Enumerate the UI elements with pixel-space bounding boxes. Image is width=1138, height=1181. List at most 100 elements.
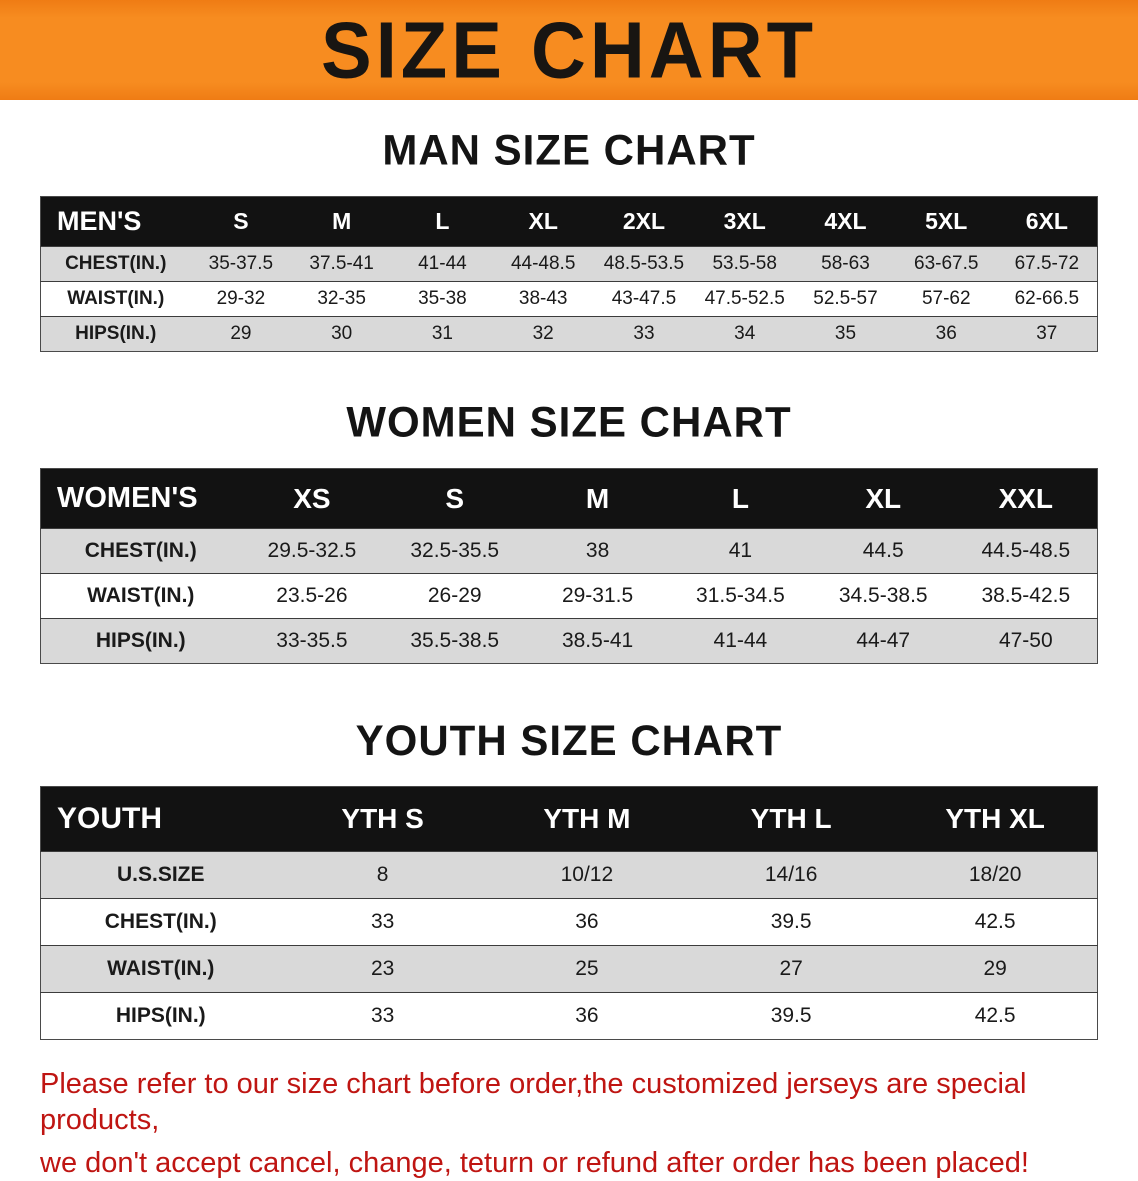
row-label: HIPS(IN.) bbox=[115, 1004, 206, 1027]
size-value: 10/12 bbox=[560, 863, 614, 886]
size-value: 53.5-58 bbox=[712, 253, 777, 274]
women-size-section: WOMEN SIZE CHART WOMEN'S XS S M L XL XXL CHEST(… bbox=[0, 352, 1138, 664]
size-value: 41-44 bbox=[418, 253, 467, 274]
table-row: WAIST(IN.) 29-32 32-35 35-38 38-43 43-47.5 47.… bbox=[40, 281, 1098, 317]
table-header-row: MEN'S S M L XL 2XL 3XL 4XL 5XL 6XL bbox=[40, 196, 1098, 247]
size-value: 35-38 bbox=[418, 288, 467, 309]
size-value: 39.5 bbox=[770, 1004, 812, 1027]
size-value: 62-66.5 bbox=[1014, 288, 1080, 309]
size-value: 39.5 bbox=[770, 910, 812, 933]
size-column-header: XXL bbox=[954, 468, 1098, 529]
size-value: 41 bbox=[728, 539, 753, 562]
size-value: 38 bbox=[585, 539, 610, 562]
women-section-heading: WOMEN SIZE CHART bbox=[346, 397, 792, 446]
size-value: 27 bbox=[779, 957, 803, 980]
size-value: 32.5-35.5 bbox=[410, 539, 500, 562]
row-label: WAIST(IN.) bbox=[107, 957, 215, 980]
disclaimer: Please refer to our size chart before or… bbox=[40, 1066, 1100, 1181]
youth-section-heading: YOUTH SIZE CHART bbox=[355, 716, 783, 764]
size-value: 18/20 bbox=[968, 863, 1022, 886]
size-value: 44-47 bbox=[856, 629, 911, 652]
size-column-header: YTH XL bbox=[893, 786, 1098, 852]
size-value: 36 bbox=[575, 1004, 599, 1027]
size-value: 29 bbox=[230, 323, 252, 344]
size-value: 31.5-34.5 bbox=[696, 584, 785, 607]
size-value: 57-62 bbox=[921, 288, 971, 309]
size-column-header: 5XL bbox=[895, 196, 997, 247]
size-value: 29 bbox=[983, 957, 1007, 980]
size-value: 8 bbox=[376, 863, 389, 886]
disclaimer-line-2: we don't accept cancel, change, teturn o… bbox=[40, 1146, 1029, 1179]
row-label: WAIST(IN.) bbox=[87, 584, 195, 607]
table-corner-label: MEN'S bbox=[40, 196, 191, 247]
size-value: 36 bbox=[935, 323, 957, 344]
size-value: 23 bbox=[370, 957, 395, 980]
size-value: 23.5-26 bbox=[276, 584, 348, 607]
size-column-header: S bbox=[383, 468, 527, 529]
size-value: 44.5 bbox=[862, 539, 904, 562]
size-value: 26-29 bbox=[427, 584, 482, 607]
men-section-heading: MAN SIZE CHART bbox=[382, 125, 756, 174]
size-value: 35 bbox=[834, 323, 857, 344]
size-value: 44.5-48.5 bbox=[981, 539, 1071, 562]
size-value: 33 bbox=[633, 323, 655, 344]
size-value: 42.5 bbox=[974, 910, 1016, 933]
size-value: 38.5-42.5 bbox=[981, 584, 1071, 607]
row-label: CHEST(IN.) bbox=[84, 539, 197, 562]
size-value: 38.5-41 bbox=[561, 629, 634, 652]
table-row: WAIST(IN.) 23 25 27 29 bbox=[40, 945, 1098, 993]
size-value: 29.5-32.5 bbox=[267, 539, 357, 562]
size-column-header: S bbox=[190, 196, 292, 247]
size-value: 35.5-38.5 bbox=[410, 629, 500, 652]
size-value: 42.5 bbox=[974, 1004, 1016, 1027]
youth-size-section: YOUTH SIZE CHART YOUTH YTH S YTH M YTH L YTH… bbox=[0, 664, 1138, 1040]
row-label: WAIST(IN.) bbox=[67, 288, 165, 309]
women-size-table: WOMEN'S XS S M L XL XXL CHEST(IN.) 29.5-32.5 32.5… bbox=[40, 468, 1098, 664]
size-column-header: 2XL bbox=[593, 196, 695, 247]
banner: SIZE CHART bbox=[0, 0, 1138, 100]
size-value: 34.5-38.5 bbox=[838, 584, 928, 607]
size-value: 37.5-41 bbox=[309, 253, 374, 274]
size-column-header: L bbox=[668, 468, 812, 529]
size-value: 33-35.5 bbox=[276, 629, 348, 652]
table-header-row: YOUTH YTH S YTH M YTH L YTH XL bbox=[40, 786, 1098, 852]
row-label: U.S.SIZE bbox=[116, 863, 205, 886]
size-value: 52.5-57 bbox=[813, 288, 878, 309]
size-value: 30 bbox=[331, 323, 353, 344]
men-size-section: MAN SIZE CHART MEN'S S M L XL 2XL 3XL 4XL 5XL 6XL… bbox=[0, 100, 1138, 352]
size-value: 34 bbox=[734, 323, 756, 344]
size-value: 38-43 bbox=[518, 288, 568, 309]
size-value: 58-63 bbox=[821, 253, 870, 274]
size-column-header: L bbox=[392, 196, 493, 247]
size-column-header: M bbox=[526, 468, 669, 529]
size-column-header: XL bbox=[811, 468, 955, 529]
size-value: 47-50 bbox=[998, 629, 1053, 652]
row-label: CHEST(IN.) bbox=[104, 910, 217, 933]
size-column-header: XL bbox=[492, 196, 594, 247]
size-column-header: M bbox=[291, 196, 393, 247]
size-column-header: YTH L bbox=[689, 786, 894, 852]
size-value: 14/16 bbox=[764, 863, 818, 886]
size-column-header: 4XL bbox=[795, 196, 896, 247]
size-value: 48.5-53.5 bbox=[603, 253, 685, 274]
size-value: 63-67.5 bbox=[914, 253, 979, 274]
table-row: CHEST(IN.) 33 36 39.5 42.5 bbox=[40, 898, 1098, 946]
size-column-header: 3XL bbox=[694, 196, 796, 247]
row-label: CHEST(IN.) bbox=[65, 253, 167, 274]
size-value: 32-35 bbox=[317, 288, 366, 309]
size-value: 33 bbox=[370, 910, 395, 933]
size-value: 32 bbox=[532, 323, 554, 344]
size-column-header: YTH M bbox=[484, 786, 689, 852]
size-value: 25 bbox=[575, 957, 599, 980]
table-corner-label: YOUTH bbox=[40, 786, 281, 852]
size-value: 44-48.5 bbox=[510, 253, 576, 274]
size-column-header: YTH S bbox=[280, 786, 485, 852]
size-value: 47.5-52.5 bbox=[704, 288, 785, 309]
size-value: 67.5-72 bbox=[1014, 253, 1080, 274]
men-size-table: MEN'S S M L XL 2XL 3XL 4XL 5XL 6XL CHEST(IN.) 35-37… bbox=[40, 196, 1098, 352]
size-value: 43-47.5 bbox=[611, 288, 677, 309]
table-row: HIPS(IN.) 33 36 39.5 42.5 bbox=[40, 992, 1098, 1040]
size-column-header: XS bbox=[240, 468, 384, 529]
size-value: 31 bbox=[431, 323, 453, 344]
size-value: 36 bbox=[575, 910, 599, 933]
